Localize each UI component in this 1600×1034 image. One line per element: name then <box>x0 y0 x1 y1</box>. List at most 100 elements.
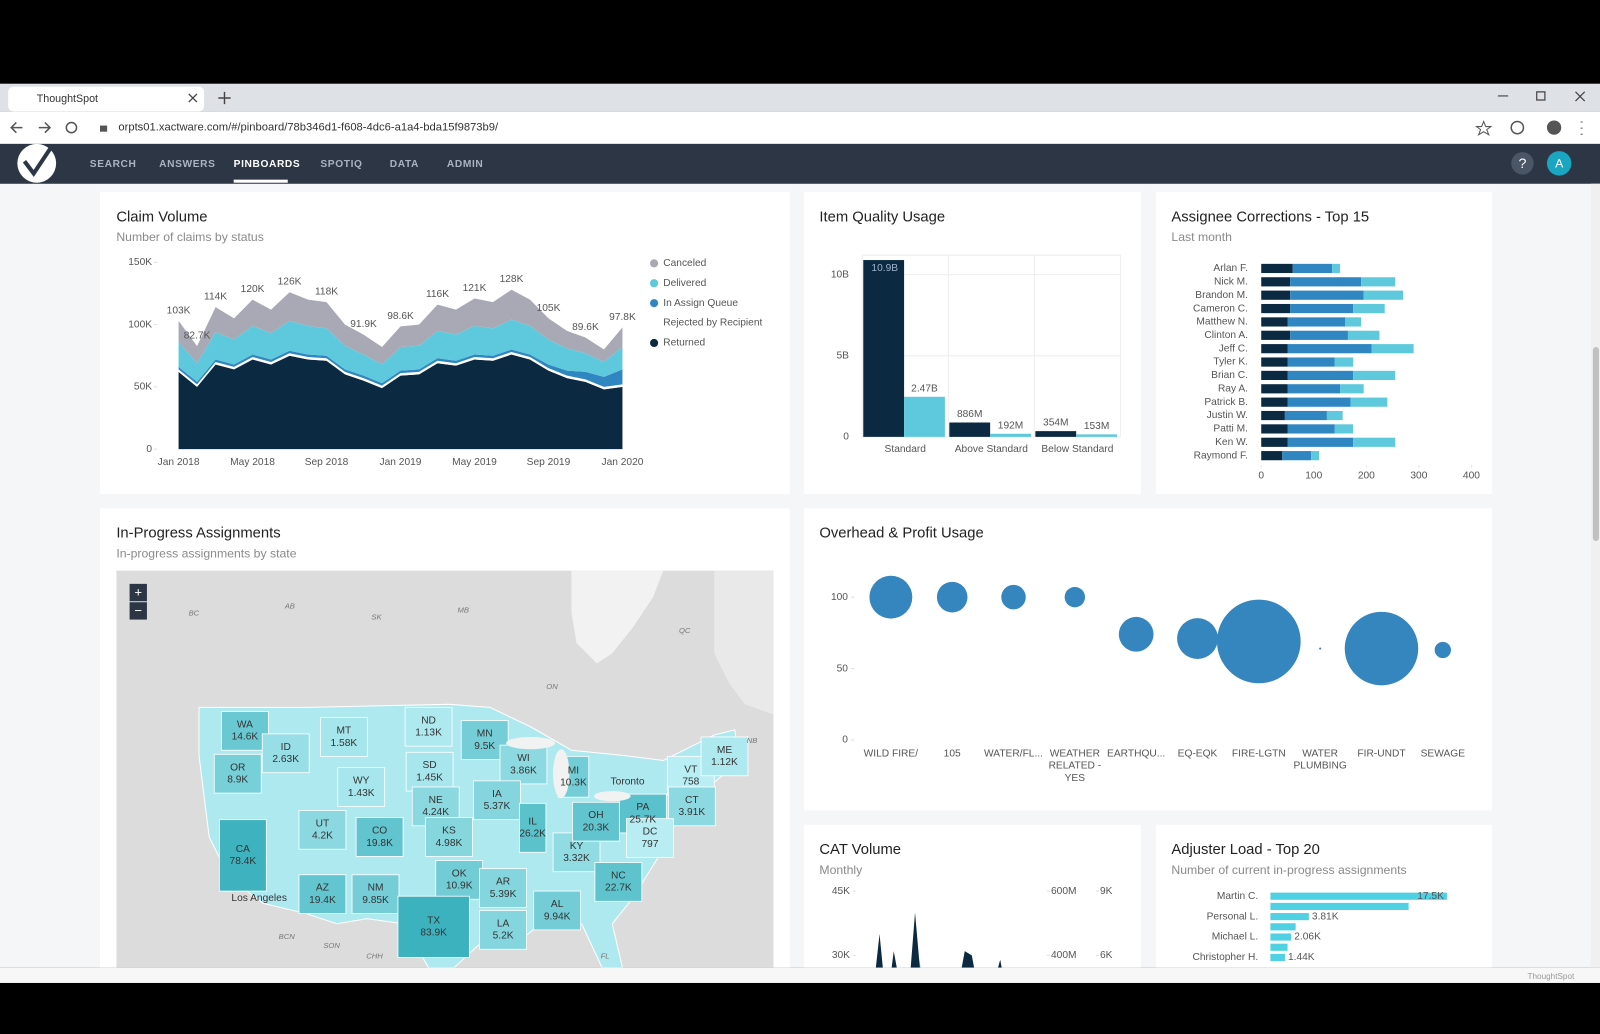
place-label: SK <box>371 613 382 622</box>
bar-segment <box>1290 277 1362 287</box>
window-controls[interactable] <box>1497 91 1586 102</box>
place-label: Toronto <box>611 777 645 788</box>
state <box>425 817 473 857</box>
scrollbar-thumb[interactable] <box>1592 347 1599 541</box>
tab[interactable] <box>8 86 205 112</box>
avatar-label: A <box>1555 157 1564 171</box>
bar-segment <box>1353 370 1396 381</box>
state-code: AL <box>551 899 564 910</box>
state <box>572 801 620 842</box>
reload[interactable] <box>65 121 78 134</box>
place-label: SON <box>323 941 340 950</box>
bar-segment <box>1371 344 1414 354</box>
lake <box>593 791 631 802</box>
y-tick-label: Brian C. <box>1211 370 1248 381</box>
y-tick-label: Brandon M. <box>1195 290 1248 301</box>
legend-label: In Assign Queue <box>663 298 738 309</box>
data-label: 120K <box>241 284 265 295</box>
data-label: 2.06K <box>1294 932 1321 943</box>
state <box>435 860 484 900</box>
y-tick-label: 0 <box>146 444 152 455</box>
y3-tick-label: 6K <box>1100 950 1113 961</box>
bubble <box>1064 586 1086 608</box>
nav-arrows[interactable] <box>10 121 52 134</box>
bar-segment <box>1290 290 1364 300</box>
state-value: 1.58K <box>331 738 358 749</box>
bar-segment <box>1340 384 1364 394</box>
x-tick-label-box: 105 <box>944 748 961 759</box>
state-value: 10.9K <box>446 881 473 892</box>
bar-segment <box>1361 277 1396 287</box>
nav-item[interactable]: ANSWERS <box>159 159 215 170</box>
url[interactable]: orpts01.xactware.com/#/pinboard/78b346d1… <box>118 122 499 134</box>
y-tick-label: Martin C. <box>1217 891 1258 902</box>
lake <box>553 749 570 799</box>
map-water <box>714 570 774 715</box>
y-tick-label: Patti M. <box>1213 424 1248 435</box>
state-code: MT <box>337 726 352 737</box>
bar-segment <box>1287 370 1354 381</box>
nav-active-underline <box>233 179 288 183</box>
card-subtitle: Monthly <box>819 863 863 877</box>
legend-label: Rejected by Recipient <box>663 318 762 329</box>
state-value: 3.86K <box>510 765 537 776</box>
state-code: NC <box>611 870 626 881</box>
state <box>700 736 749 777</box>
bookmark[interactable] <box>1475 120 1493 136</box>
bubble <box>1216 599 1301 684</box>
zoom-in[interactable] <box>129 583 147 602</box>
data-label: 103K <box>167 305 191 316</box>
bar-segment <box>1350 397 1388 407</box>
state-value: 25.7K <box>630 814 657 825</box>
states <box>213 706 749 958</box>
state-code: AZ <box>316 883 329 894</box>
state <box>213 753 262 794</box>
nav-item[interactable]: ADMIN <box>447 159 483 170</box>
x-tick-label-box: FIRE-LGTN <box>1232 748 1286 759</box>
y-tick-label: Ken W. <box>1215 437 1248 448</box>
state-value: 9.5K <box>474 741 495 752</box>
state <box>320 717 368 757</box>
bar-segment <box>1290 330 1348 340</box>
nav-item[interactable]: PINBOARDS <box>234 159 301 170</box>
state <box>667 786 716 827</box>
y2-tick-label: 400M <box>1051 950 1076 961</box>
avatar[interactable] <box>1546 151 1572 176</box>
bar-segment <box>1332 263 1341 274</box>
help-button[interactable] <box>1511 152 1534 175</box>
bar <box>1270 902 1409 910</box>
y-tick-label: 30K <box>832 950 850 961</box>
profile[interactable] <box>1546 120 1562 135</box>
x-tick-label: Standard <box>884 444 926 456</box>
card-title: CAT Volume <box>819 842 901 858</box>
lock-icon <box>100 125 108 132</box>
nav-item[interactable]: SPOTIQ <box>320 159 362 170</box>
bar-segment <box>1261 410 1285 421</box>
zoom-out[interactable] <box>129 602 147 620</box>
place-label: QC <box>679 626 691 635</box>
state <box>479 868 527 908</box>
bar <box>1035 431 1077 437</box>
state-value: 83.9K <box>420 928 447 939</box>
nav-item[interactable]: SEARCH <box>90 159 137 170</box>
app-nav <box>0 143 1600 184</box>
bar-segment <box>1261 290 1291 300</box>
bar-segment <box>1287 384 1341 394</box>
state-value: 4.98K <box>436 838 463 849</box>
data-label: 192M <box>998 420 1023 431</box>
extension[interactable] <box>1510 120 1525 135</box>
y-tick-label: 0 <box>843 432 849 443</box>
y-tick-label: Arlan F. <box>1213 263 1248 274</box>
bar-segment <box>1261 344 1288 354</box>
new-tab[interactable] <box>218 91 231 105</box>
bar-segment <box>1284 410 1327 421</box>
legend-label: Returned <box>663 338 705 349</box>
bar <box>1270 913 1309 921</box>
place-label: BC <box>189 608 200 617</box>
y-tick-label: Tyler K. <box>1213 357 1248 368</box>
bar-segment <box>1363 290 1404 300</box>
bar-segment <box>1353 437 1396 447</box>
nav-item[interactable]: DATA <box>390 159 419 170</box>
tab-close[interactable] <box>188 93 198 103</box>
